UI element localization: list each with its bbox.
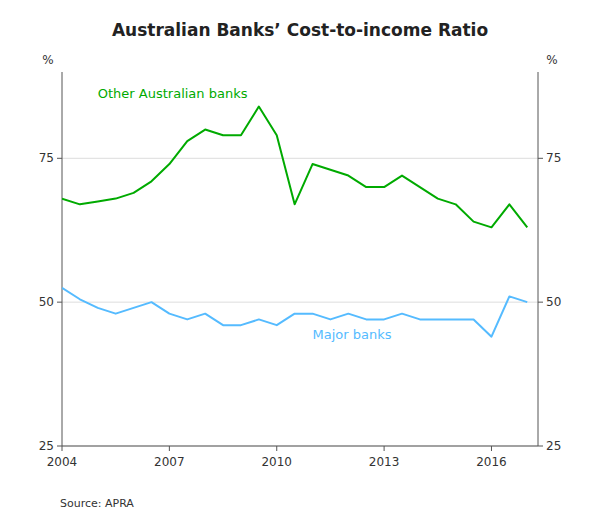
- series-label: Major banks: [313, 327, 392, 342]
- x-tick-label: 2010: [261, 455, 292, 469]
- title: Australian Banks’ Cost-to-income Ratio: [112, 20, 488, 40]
- series-line: [62, 107, 527, 228]
- x-tick: [491, 446, 492, 451]
- grid-line: [62, 158, 538, 159]
- y2-tick-label: 50: [546, 295, 561, 309]
- series-label: Other Australian banks: [98, 86, 248, 101]
- x-tick: [384, 446, 385, 451]
- y-tick: [57, 158, 62, 159]
- chart: Australian Banks’ Cost-to-income Ratio 25…: [0, 0, 600, 519]
- y2-tick-label: 75: [546, 151, 561, 165]
- x-tick-label: 2013: [369, 455, 400, 469]
- y-tick-label: 50: [39, 295, 54, 309]
- x-tick: [169, 446, 170, 451]
- y2-axis-label: %: [546, 53, 557, 67]
- y2-tick: [538, 158, 543, 159]
- series-line: [62, 288, 527, 337]
- grid-line: [62, 302, 538, 303]
- y2-axis: [538, 72, 539, 446]
- source: Source: APRA: [60, 497, 134, 510]
- y2-tick-label: 25: [546, 439, 561, 453]
- y-tick-label: 75: [39, 151, 54, 165]
- y-axis-label: %: [42, 53, 53, 67]
- y-tick: [57, 302, 62, 303]
- x-axis: [62, 446, 538, 447]
- x-tick: [276, 446, 277, 451]
- plot-area: [62, 107, 527, 337]
- x-tick: [62, 446, 63, 451]
- y2-tick: [538, 446, 543, 447]
- y-tick: [57, 446, 62, 447]
- y2-tick: [538, 302, 543, 303]
- x-tick-label: 2004: [47, 455, 78, 469]
- grid-line: [62, 446, 538, 447]
- x-tick-label: 2007: [154, 455, 185, 469]
- x-tick-label: 2016: [476, 455, 507, 469]
- y-tick-label: 25: [39, 439, 54, 453]
- y-axis: [62, 72, 63, 446]
